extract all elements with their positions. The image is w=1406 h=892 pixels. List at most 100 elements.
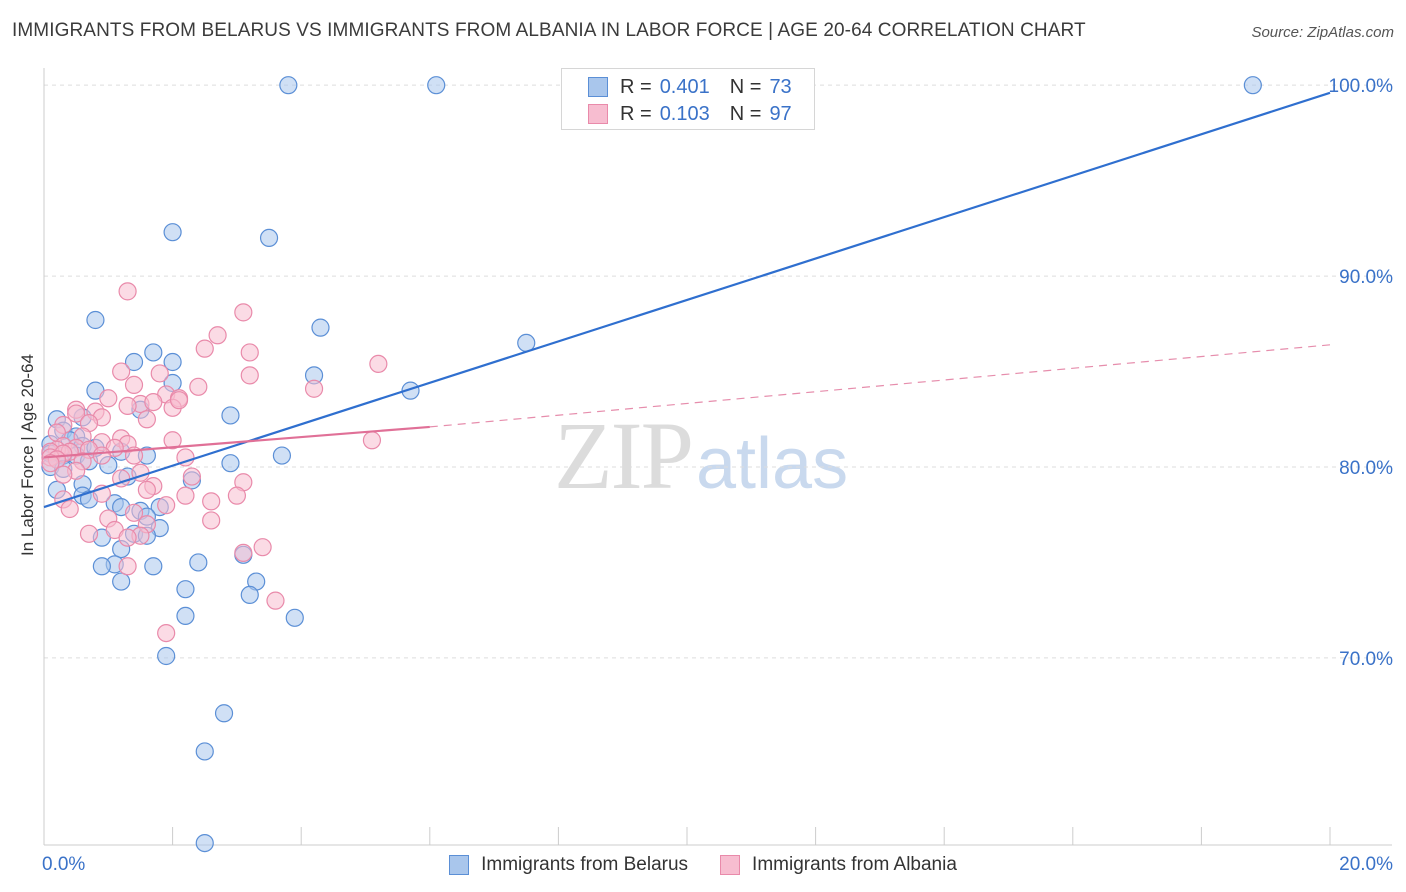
albania-point [79,524,99,543]
belarus-point [163,352,182,372]
belarus-point [240,585,259,605]
belarus-point [195,742,214,761]
albania-point [124,375,144,395]
belarus-point [427,76,446,95]
belarus-point [86,310,105,330]
albania-point [41,454,60,473]
series-swatch-belarus [449,855,470,875]
legend-row-albania: R = 0.103 N = 97 [588,101,792,127]
belarus-point [144,343,163,362]
albania-point [362,431,382,450]
albania-point [157,623,176,643]
belarus-point [176,606,195,626]
belarus-point [124,352,144,372]
series-swatch-albania [720,855,741,875]
albania-point [304,379,324,398]
albania-point [92,446,111,465]
legend-swatch-albania [588,104,608,124]
legend-n-label: N = [729,75,762,98]
tick-labels: 70.0% 80.0% 90.0% 100.0% 0.0% 20.0% [42,76,1393,875]
legend-r-value: 0.103 [659,102,710,125]
legend-n-value: 97 [769,102,792,125]
albania-point [234,303,253,322]
albania-point [54,465,73,484]
x-tick-label: 0.0% [42,854,85,875]
y-tick-label: 70.0% [1339,649,1393,670]
albania-point [137,410,156,429]
belarus-point [214,704,234,723]
belarus-point [92,557,111,576]
albania-point [169,391,189,410]
albania-point [112,362,131,381]
belarus-point [157,646,176,666]
belarus-point [259,228,279,248]
data-points [41,76,1262,853]
belarus-point [285,608,304,627]
chart-title: IMMIGRANTS FROM BELARUS VS IMMIGRANTS FR… [12,20,1086,41]
albania-point [118,396,137,416]
albania-point [182,467,201,486]
series-legend-albania[interactable]: Immigrants from Albania [720,854,957,876]
albania-point [118,557,137,576]
legend-n-value: 73 [769,75,792,98]
legend-r-value: 0.401 [659,75,710,98]
belarus-point [279,76,298,95]
belarus-point [221,454,240,473]
series-label-albania: Immigrants from Albania [752,854,957,875]
albania-point [202,511,221,530]
albania-point [67,404,86,423]
albania-point [253,538,272,557]
albania-point [266,591,285,610]
trend-lines [43,91,1331,509]
belarus-point [163,223,182,242]
albania-point [150,364,169,383]
y-tick-label: 100.0% [1329,76,1394,97]
albania-point [369,354,388,374]
belarus-point [311,318,330,337]
belarus-point [195,833,214,853]
legend-r-label: R = [620,102,652,125]
series-legend-belarus[interactable]: Immigrants from Belarus [449,854,688,876]
albania-point [189,377,208,396]
belarus-trend-line [43,91,1331,509]
albania-point [99,389,118,408]
correlation-legend: R = 0.401 N = 73 R = 0.103 N = 97 [561,68,815,130]
albania-point [157,496,176,515]
series-legend: Immigrants from Belarus Immigrants from … [0,850,1406,880]
albania-point [227,486,246,505]
watermark-atlas: atlas [696,424,849,504]
watermark-zip: ZIP [554,402,694,509]
belarus-point [112,572,131,591]
y-tick-label: 80.0% [1339,458,1393,479]
y-axis-label: In Labor Force | Age 20-64 [18,354,37,556]
y-tick-label: 90.0% [1339,267,1393,288]
albania-point [176,448,195,467]
albania-point [60,499,79,519]
source-label: Source: ZipAtlas.com [1251,24,1394,41]
albania-point [208,326,227,345]
belarus-point [221,406,240,425]
albania-point [240,366,259,385]
albania-point [137,480,156,500]
belarus-point [189,553,208,572]
legend-row-belarus: R = 0.401 N = 73 [588,74,792,100]
axes [43,68,1392,846]
belarus-point [176,580,195,599]
belarus-point [1243,76,1262,95]
watermark: ZIPatlas [554,400,848,511]
albania-point [144,392,163,412]
belarus-point [144,557,163,576]
albania-point [202,492,221,511]
albania-trend-line [43,425,430,459]
legend-n-label: N = [729,102,762,125]
albania-point [163,431,182,450]
series-label-belarus: Immigrants from Belarus [481,854,689,875]
legend-swatch-belarus [588,77,608,97]
x-tick-label: 20.0% [1339,854,1393,875]
albania-point [124,503,144,522]
albania-point [176,486,195,505]
legend-r-label: R = [620,75,652,98]
belarus-point [272,446,292,465]
albania-trend-extension [429,344,1331,428]
